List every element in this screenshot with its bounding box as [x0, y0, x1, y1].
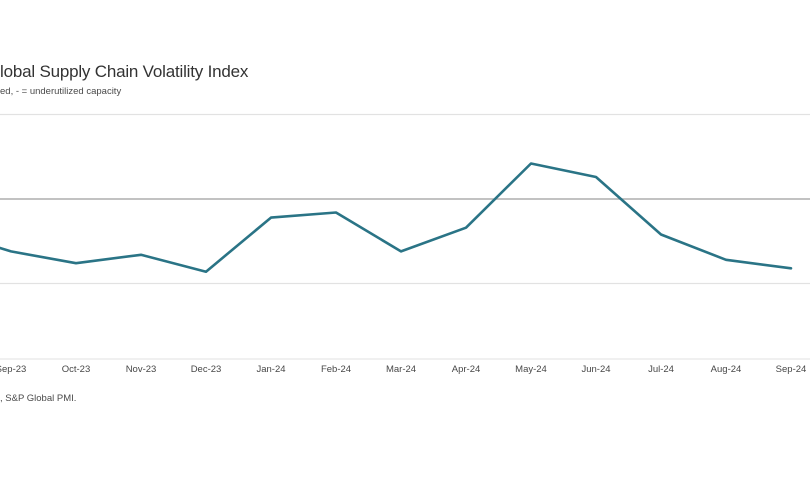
chart-title: lobal Supply Chain Volatility Index [0, 62, 249, 81]
index-line-series [0, 162, 793, 274]
chart-subtitle: ed, - = underutilized capacity [0, 86, 122, 97]
source-note: , S&P Global PMI. [0, 393, 77, 404]
